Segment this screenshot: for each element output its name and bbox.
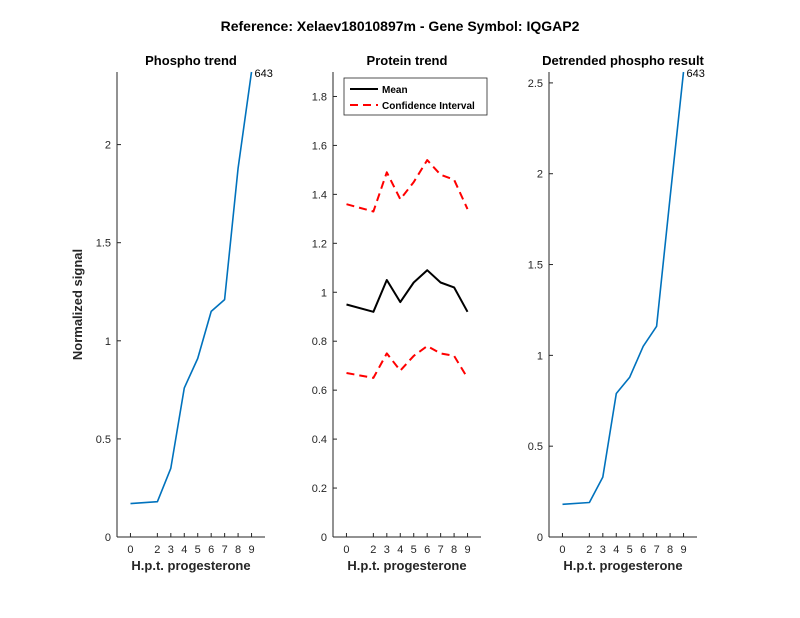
y-tick-label: 1.5 (528, 260, 543, 272)
x-tick-label: 0 (559, 544, 565, 556)
x-tick-label: 4 (613, 544, 619, 556)
y-tick-label: 0.8 (312, 336, 327, 348)
x-tick-label: 0 (343, 544, 349, 556)
confidence-interval-line (346, 345, 469, 379)
x-tick-label: 8 (235, 544, 241, 556)
y-tick-label: 0.6 (312, 385, 327, 397)
x-tick-label: 9 (464, 544, 470, 556)
data-annotation: 643 (255, 68, 273, 80)
legend-label: Confidence Interval (382, 101, 475, 112)
chart-title: Detrended phospho result (542, 53, 704, 68)
x-tick-label: 3 (168, 544, 174, 556)
y-tick-label: 2.5 (528, 78, 543, 90)
chart-title: Protein trend (367, 53, 448, 68)
x-tick-label: 3 (600, 544, 606, 556)
x-tick-label: 8 (667, 544, 673, 556)
y-tick-label: 2 (105, 140, 111, 152)
x-axis-label: H.p.t. progesterone (347, 558, 466, 573)
y-tick-label: 1.8 (312, 91, 327, 103)
x-tick-label: 2 (370, 544, 376, 556)
x-tick-label: 3 (384, 544, 390, 556)
figure-title: Reference: Xelaev18010897m - Gene Symbol… (221, 18, 580, 34)
x-tick-label: 8 (451, 544, 457, 556)
mean-line (346, 269, 469, 313)
confidence-interval-line (346, 159, 469, 213)
x-tick-label: 0 (127, 544, 133, 556)
y-tick-label: 1.5 (96, 238, 111, 250)
y-tick-label: 1 (321, 287, 327, 299)
x-axis-label: H.p.t. progesterone (563, 558, 682, 573)
y-tick-label: 0.2 (312, 483, 327, 495)
x-tick-label: 2 (154, 544, 160, 556)
x-tick-label: 5 (627, 544, 633, 556)
y-tick-label: 0 (537, 532, 543, 544)
phospho-line (130, 71, 253, 505)
data-annotation: 643 (687, 68, 705, 80)
y-tick-label: 1.4 (312, 189, 327, 201)
x-tick-label: 9 (680, 544, 686, 556)
y-tick-label: 0.4 (312, 434, 327, 446)
y-tick-label: 0 (105, 532, 111, 544)
x-tick-label: 5 (411, 544, 417, 556)
legend-label: Mean (382, 85, 408, 96)
y-tick-label: 0.5 (528, 441, 543, 453)
y-tick-label: 1.2 (312, 238, 327, 250)
y-tick-label: 2 (537, 169, 543, 181)
y-tick-label: 0.5 (96, 434, 111, 446)
x-tick-label: 4 (397, 544, 403, 556)
chart-panel-2: 0 2 3 4 5 6 7 8 9 0 0.2 0.4 0.6 0.8 1 1.2 1.4 1.6 1.8 Prote… (312, 53, 488, 573)
x-tick-label: 7 (654, 544, 660, 556)
chart-title: Phospho trend (145, 53, 237, 68)
y-tick-label: 1.6 (312, 140, 327, 152)
y-tick-label: 1 (537, 350, 543, 362)
phospho-line (562, 71, 685, 506)
x-tick-label: 6 (640, 544, 646, 556)
x-axis-label: H.p.t. progesterone (131, 558, 250, 573)
y-tick-label: 1 (105, 336, 111, 348)
x-tick-label: 6 (424, 544, 430, 556)
legend: Mean Confidence Interval (343, 77, 488, 116)
legend-box (343, 77, 488, 116)
x-tick-label: 9 (248, 544, 254, 556)
x-tick-label: 7 (222, 544, 228, 556)
x-tick-label: 4 (181, 544, 187, 556)
y-tick-label: 0 (321, 532, 327, 544)
x-tick-label: 2 (586, 544, 592, 556)
x-tick-label: 7 (438, 544, 444, 556)
y-axis-label: Normalized signal (70, 249, 85, 360)
x-tick-label: 5 (195, 544, 201, 556)
x-tick-label: 6 (208, 544, 214, 556)
